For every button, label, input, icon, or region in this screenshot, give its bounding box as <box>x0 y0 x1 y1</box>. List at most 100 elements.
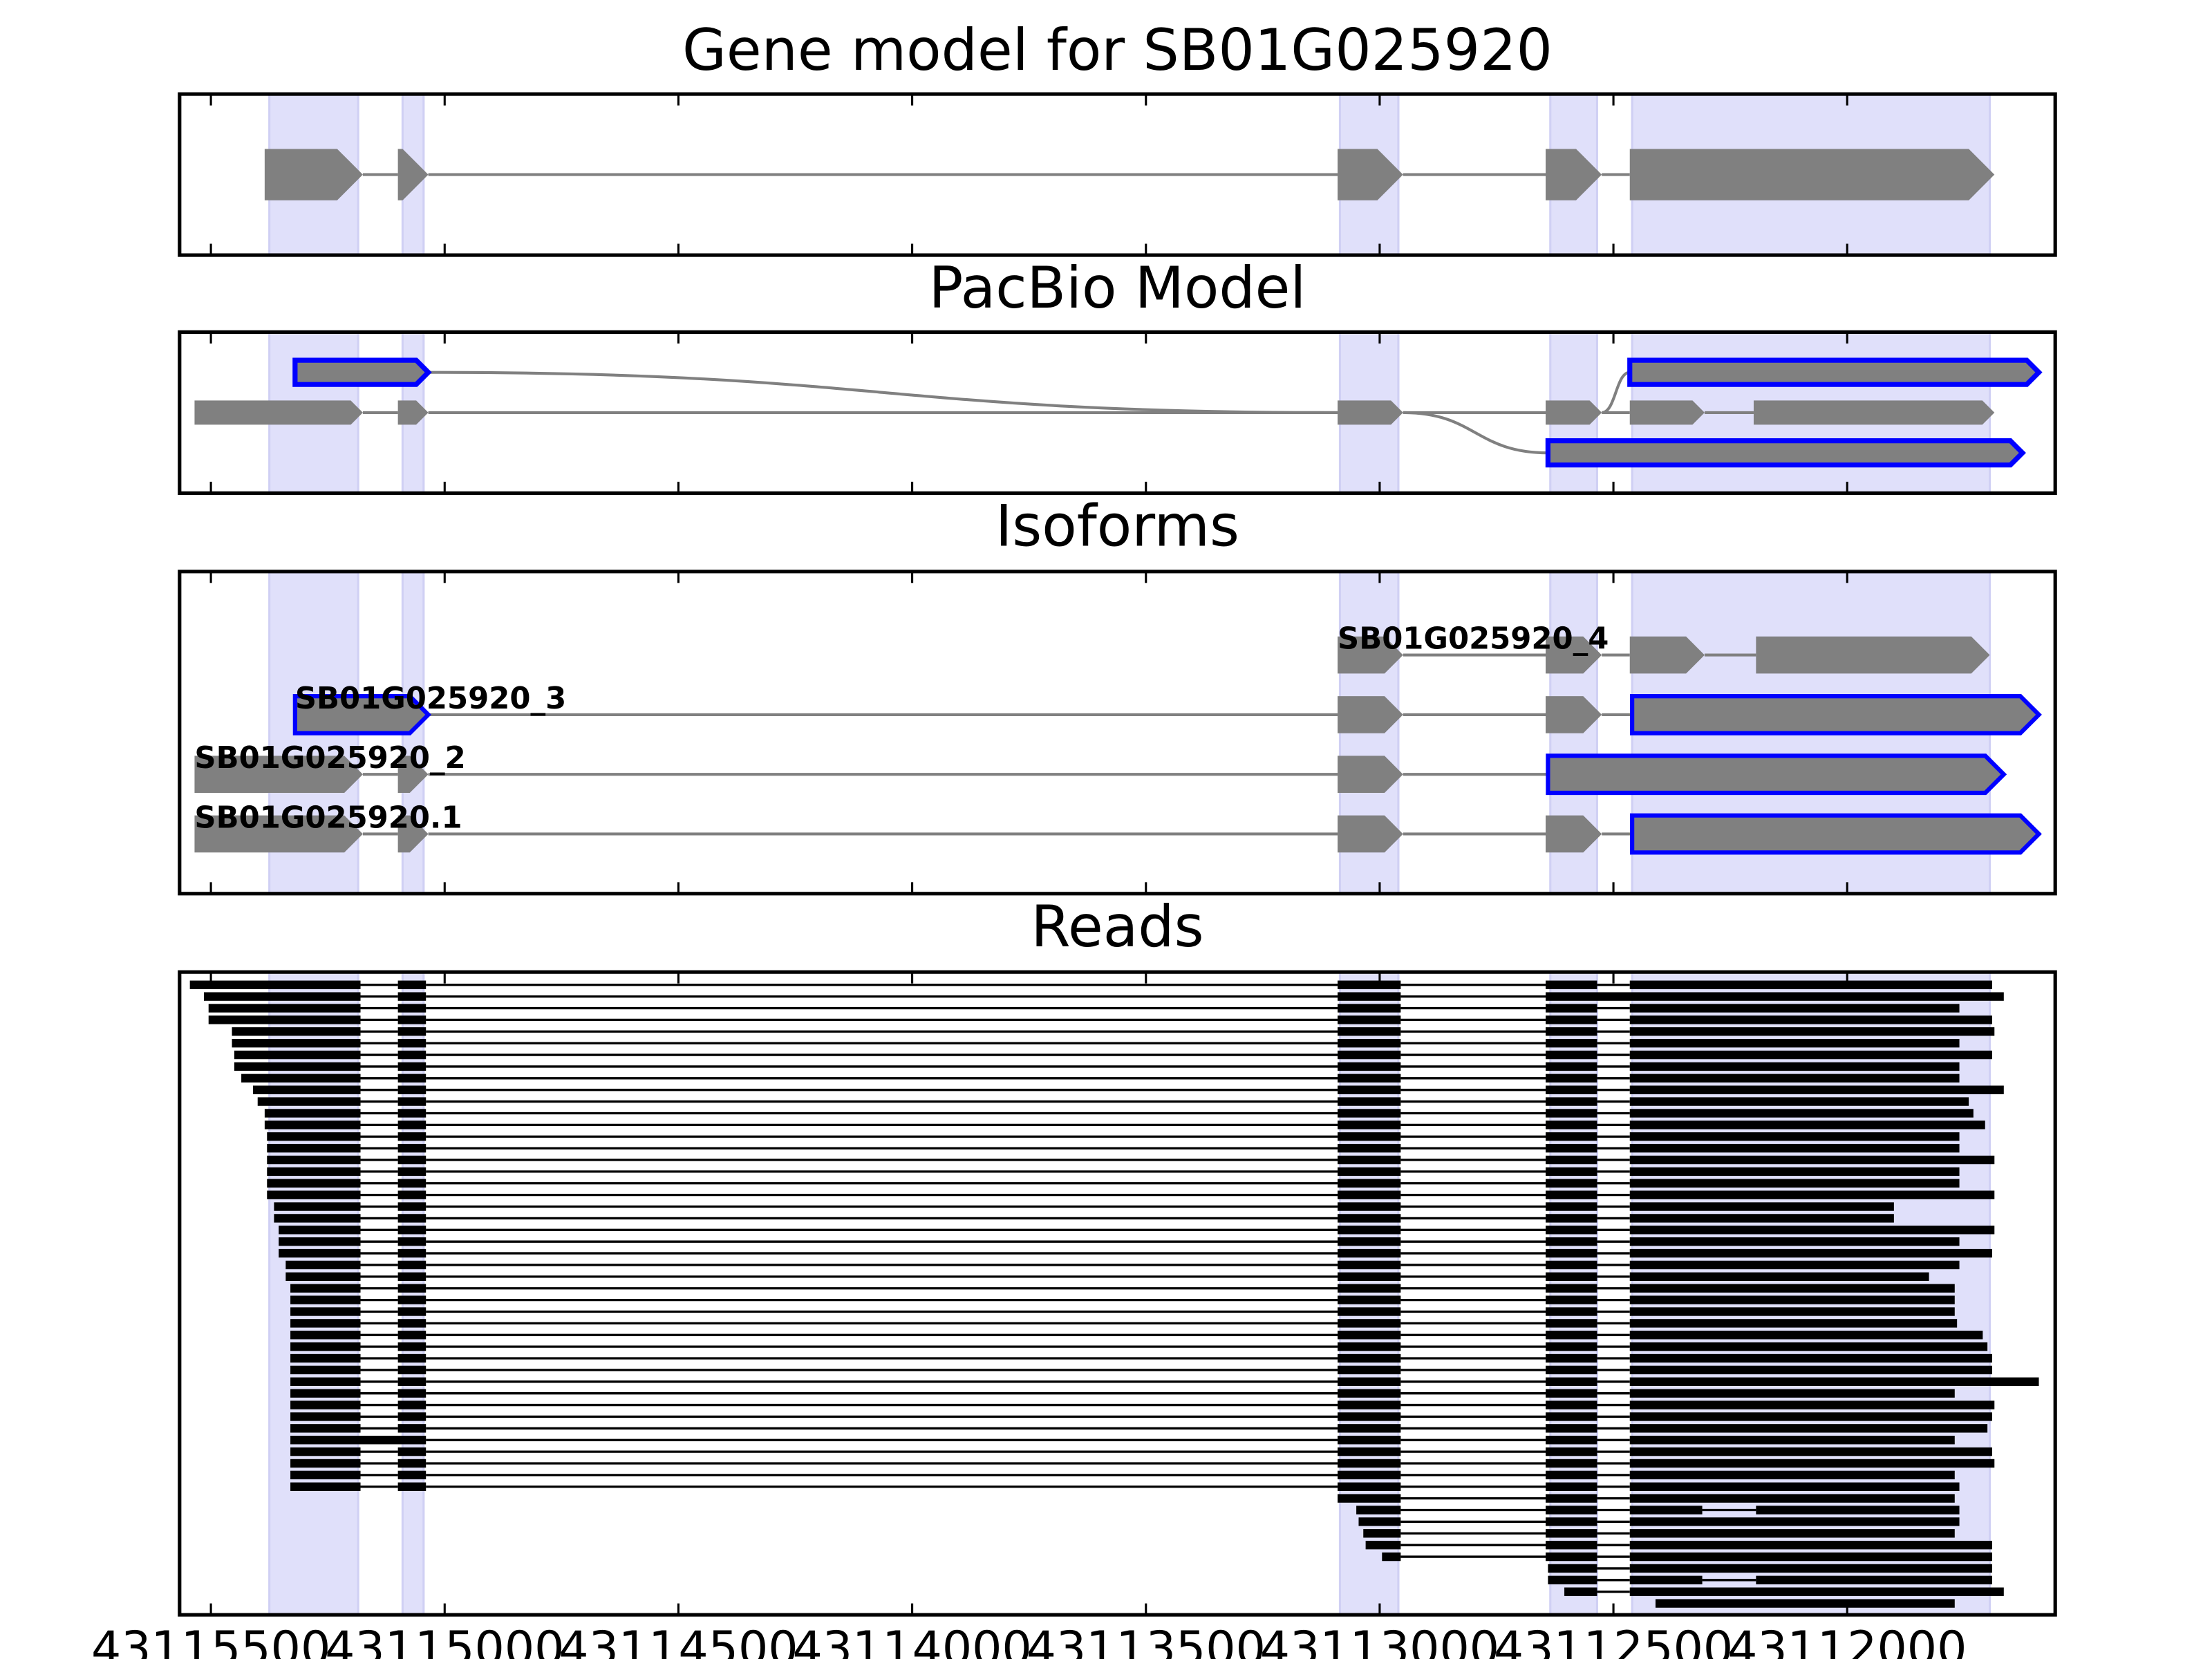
read-block <box>290 1353 361 1363</box>
read-block <box>1338 1202 1401 1211</box>
read-block <box>397 1226 427 1235</box>
read-block <box>397 1470 427 1480</box>
read-block <box>1338 1190 1401 1199</box>
exon <box>397 756 429 794</box>
read-block <box>397 1143 427 1153</box>
read-block <box>1546 1365 1597 1375</box>
panel-title: Isoforms <box>995 493 1239 559</box>
panel-frame <box>178 570 2057 896</box>
isoform-label: SB01G025920_2 <box>194 741 465 776</box>
read-block <box>1629 1004 1960 1013</box>
read-block <box>1629 1284 1955 1293</box>
exon <box>1627 357 2043 387</box>
read-block <box>252 1085 361 1094</box>
read-block <box>1338 1400 1401 1409</box>
read-block <box>1629 1342 1988 1351</box>
read-block <box>1629 1482 1960 1491</box>
read-block <box>1629 1494 1955 1503</box>
read-block <box>1546 1331 1597 1340</box>
exon <box>1546 400 1602 425</box>
read-block <box>1546 1155 1597 1165</box>
read-block <box>1546 1097 1597 1106</box>
read-block <box>1546 1004 1597 1013</box>
exon <box>1629 400 1705 425</box>
read-block <box>267 1190 361 1199</box>
exon <box>397 815 429 853</box>
read-block <box>1338 1132 1401 1141</box>
read-block <box>1546 1179 1597 1188</box>
read-block <box>241 1074 361 1082</box>
read-block <box>1629 1377 2039 1386</box>
read-block <box>1546 1295 1597 1304</box>
read-block <box>1629 1331 1983 1340</box>
read-block <box>1338 1331 1401 1340</box>
read-block <box>1546 1540 1597 1550</box>
read-block <box>1629 1143 1960 1153</box>
read-block <box>1338 1226 1401 1235</box>
read-block <box>290 1412 361 1421</box>
read-block <box>397 1062 427 1071</box>
exon <box>1630 813 2042 855</box>
read-block <box>397 1004 427 1013</box>
read-block <box>1546 1050 1597 1060</box>
exon <box>1338 400 1403 425</box>
x-tick-label: 43115500 <box>91 1622 330 1659</box>
isoform-label: SB01G025920_4 <box>1338 621 1609 656</box>
read-block <box>1338 1295 1401 1304</box>
x-tick-label: 43115000 <box>325 1622 564 1659</box>
read-block <box>397 1097 427 1106</box>
read-block <box>1338 992 1401 1001</box>
read-block <box>1546 1400 1597 1409</box>
read-block <box>279 1226 361 1235</box>
read-block <box>290 1459 361 1468</box>
panel-frame <box>178 92 2057 257</box>
read-block <box>1629 1272 1929 1282</box>
read-block <box>1629 1575 1703 1585</box>
read-block <box>397 1155 427 1165</box>
read-block <box>1338 1121 1401 1130</box>
read-block <box>397 1015 427 1024</box>
exon <box>264 149 363 200</box>
read-block <box>1338 1248 1401 1258</box>
exon <box>1338 756 1403 794</box>
read-block <box>1629 1436 1955 1445</box>
read-block <box>1338 1004 1401 1013</box>
exon <box>1546 636 1602 674</box>
panel-title: Reads <box>1031 894 1203 960</box>
read-block <box>1338 1167 1401 1177</box>
read-block <box>1338 1342 1401 1351</box>
read-block <box>1546 1342 1597 1351</box>
read-block <box>1629 1424 1988 1433</box>
read-block <box>1546 1494 1597 1503</box>
intron <box>1601 371 1631 414</box>
read-block <box>290 1424 361 1433</box>
read-block <box>1338 1436 1401 1445</box>
read-block <box>290 1284 361 1293</box>
read-block <box>1338 1062 1401 1071</box>
read-block <box>279 1237 361 1246</box>
read-block <box>1546 1015 1597 1024</box>
read-block <box>1629 1179 1960 1188</box>
read-block <box>290 1377 361 1386</box>
x-tick-label: 43112000 <box>1727 1622 1967 1659</box>
read-block <box>1629 1155 1995 1165</box>
read-block <box>1629 1237 1960 1246</box>
read-block <box>1629 1027 1995 1036</box>
read-block <box>267 1155 361 1165</box>
read-block <box>1546 1038 1597 1048</box>
read-block <box>290 1436 427 1445</box>
read-block <box>1338 1365 1401 1375</box>
read-block <box>1629 1353 1992 1363</box>
read-block <box>397 1038 427 1048</box>
read-block <box>1629 1459 1995 1468</box>
exon <box>397 400 429 425</box>
read-block <box>397 1272 427 1282</box>
read-block <box>1338 1447 1401 1456</box>
read-block <box>267 1167 361 1177</box>
read-block <box>1338 1155 1401 1165</box>
read-block <box>1546 1202 1597 1211</box>
read-block <box>1546 1143 1597 1153</box>
read-block <box>1629 1447 1992 1456</box>
read-block <box>267 1143 361 1153</box>
